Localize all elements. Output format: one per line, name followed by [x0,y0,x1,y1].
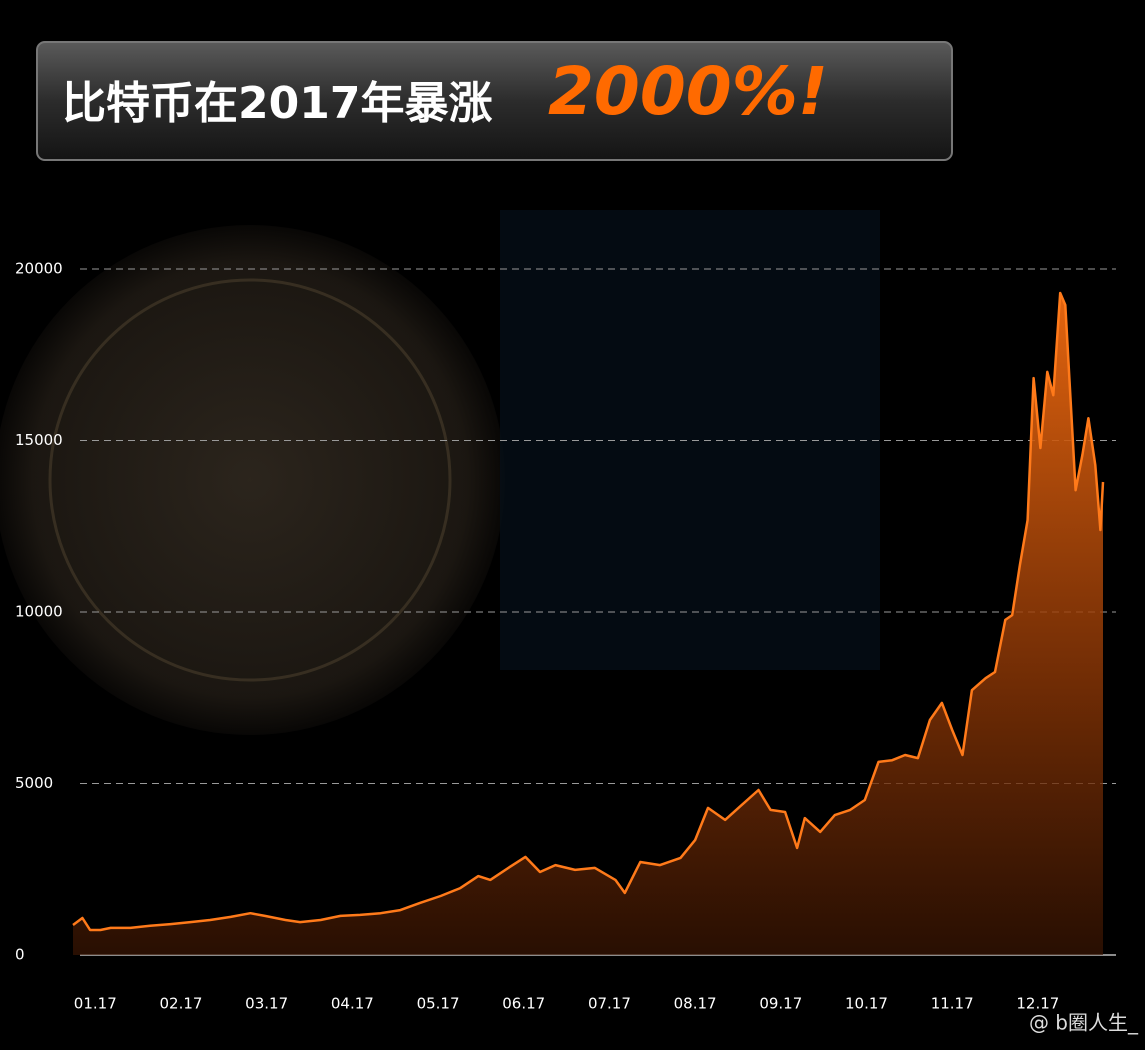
x-tick-label: 11.17 [931,995,974,1013]
title-highlight: 2000%! [548,53,828,130]
screen-decoration [500,210,880,670]
y-tick-label: 15000 [15,431,63,449]
title-box [36,41,953,161]
area-fill [73,293,1103,955]
x-tick-label: 03.17 [245,995,288,1013]
x-tick-label: 10.17 [845,995,888,1013]
x-tick-label: 04.17 [331,995,374,1013]
x-tick-label: 09.17 [759,995,802,1013]
x-tick-label: 02.17 [159,995,202,1013]
chart-title: 比特币在2017年暴涨 [62,78,492,129]
x-tick-label: 01.17 [74,995,117,1013]
x-tick-label: 07.17 [588,995,631,1013]
y-tick-label: 10000 [15,603,63,621]
y-tick-label: 0 [15,946,25,964]
y-tick-label: 5000 [15,774,53,792]
coin-decoration [0,225,505,735]
x-tick-label: 08.17 [674,995,717,1013]
y-tick-label: 20000 [15,260,63,278]
price-line [72,291,1105,932]
plot-area: 0 5000 10000 15000 20000 01.17 02.17 03.17 04.17… [15,260,1116,1013]
x-tick-label: 06.17 [502,995,545,1013]
watermark: @ b圈人生_ [1029,1011,1139,1035]
coin-ring [48,278,452,682]
x-tick-label: 05.17 [417,995,460,1013]
x-tick-label: 12.17 [1016,995,1059,1013]
